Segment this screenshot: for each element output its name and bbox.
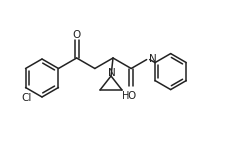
Text: O: O [72, 30, 80, 40]
Text: O: O [127, 91, 135, 101]
Text: N: N [148, 54, 156, 64]
Text: Cl: Cl [21, 93, 32, 103]
Text: H: H [121, 91, 128, 101]
Text: N: N [108, 68, 115, 78]
